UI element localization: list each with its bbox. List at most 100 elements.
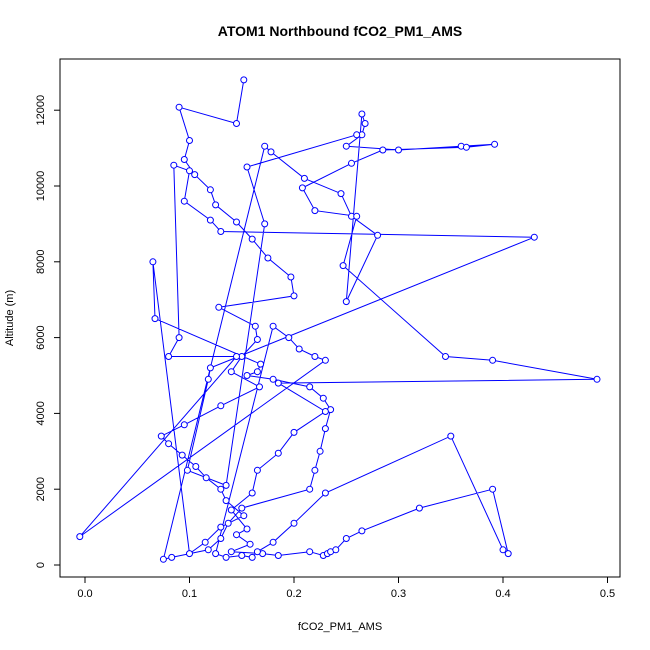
y-tick-label: 2000 [35, 477, 47, 501]
data-point [274, 552, 282, 559]
data-point [165, 440, 173, 448]
series-line [79, 79, 598, 560]
data-point [339, 262, 347, 270]
data-point [285, 334, 293, 342]
data-point [353, 212, 361, 220]
data-point [217, 523, 225, 531]
data-point [238, 504, 246, 512]
y-axis-label: Altitude (m) [4, 290, 16, 346]
data-point [593, 375, 601, 383]
y-tick-label: 0 [35, 562, 47, 568]
series-layer [76, 76, 601, 563]
data-point [224, 519, 232, 527]
data-point [243, 163, 251, 171]
data-point [321, 408, 329, 415]
x-tick-label: 0.4 [495, 588, 510, 600]
data-point [306, 383, 314, 391]
data-point [261, 142, 269, 150]
data-point [269, 538, 277, 546]
data-point [361, 120, 369, 127]
data-point [298, 184, 306, 192]
data-point [251, 322, 259, 330]
data-point [306, 485, 314, 493]
y-tick-label: 4000 [35, 401, 47, 425]
y-axis: 0 2000 4000 6000 8000 10000 12000 [35, 95, 60, 568]
data-point [202, 474, 210, 482]
data-point [311, 353, 319, 360]
data-point [295, 345, 303, 353]
data-point [180, 421, 188, 429]
data-point [287, 273, 295, 281]
y-tick-label: 8000 [35, 250, 47, 274]
data-point [151, 315, 159, 323]
chart-title: ATOM1 Northbound fCO2_PM1_AMS [218, 23, 463, 39]
data-point [267, 148, 275, 156]
data-point [290, 292, 298, 300]
data-point [353, 131, 361, 139]
data-point [217, 535, 225, 542]
data-point [253, 466, 261, 474]
data-point [217, 485, 225, 493]
data-point [269, 375, 277, 383]
data-point [358, 527, 366, 535]
data-point [300, 174, 308, 182]
data-point [321, 489, 329, 497]
data-point [306, 548, 314, 556]
data-point [212, 550, 220, 558]
data-point [253, 368, 261, 376]
data-point [274, 449, 282, 457]
data-point [290, 428, 298, 436]
data-point [222, 481, 230, 489]
data-point [253, 336, 261, 343]
data-point [290, 519, 298, 527]
data-point [269, 322, 277, 330]
data-point [379, 146, 387, 154]
data-point [442, 353, 449, 360]
data-point [170, 161, 178, 169]
data-point [332, 546, 340, 554]
plot-frame [59, 58, 621, 578]
data-point [180, 156, 188, 163]
data-point [248, 553, 256, 561]
data-point [257, 360, 265, 368]
data-point [342, 535, 350, 542]
data-point [227, 548, 235, 556]
data-point [222, 553, 230, 561]
data-point [348, 159, 355, 167]
data-point [462, 143, 470, 151]
x-axis-label: fCO2_PM1_AMS [298, 621, 382, 633]
data-point [159, 555, 167, 563]
data-point [248, 235, 256, 243]
data-point [311, 466, 319, 474]
data-point [337, 190, 345, 198]
data-point [212, 201, 220, 209]
data-point [206, 216, 214, 224]
data-point [358, 110, 366, 118]
data-point [311, 207, 319, 215]
data-point [149, 258, 157, 266]
data-point [489, 356, 497, 364]
x-tick-label: 0.5 [600, 588, 615, 600]
data-point [415, 504, 423, 512]
data-point [233, 531, 240, 539]
data-point [374, 231, 382, 239]
data-point [530, 233, 538, 241]
data-point [192, 463, 200, 470]
data-point [206, 364, 214, 372]
data-point [233, 218, 240, 226]
data-point [395, 146, 402, 154]
data-point [186, 167, 193, 175]
y-tick-label: 12000 [35, 95, 47, 126]
data-point [227, 506, 235, 514]
data-point [238, 552, 246, 559]
data-point [76, 533, 84, 541]
data-point [321, 356, 329, 364]
data-point [504, 550, 512, 558]
data-point [165, 353, 173, 360]
x-tick-label: 0.0 [77, 588, 92, 600]
y-tick-label: 10000 [35, 171, 47, 202]
data-point [217, 402, 225, 410]
data-point [233, 353, 240, 360]
data-point [217, 228, 225, 235]
